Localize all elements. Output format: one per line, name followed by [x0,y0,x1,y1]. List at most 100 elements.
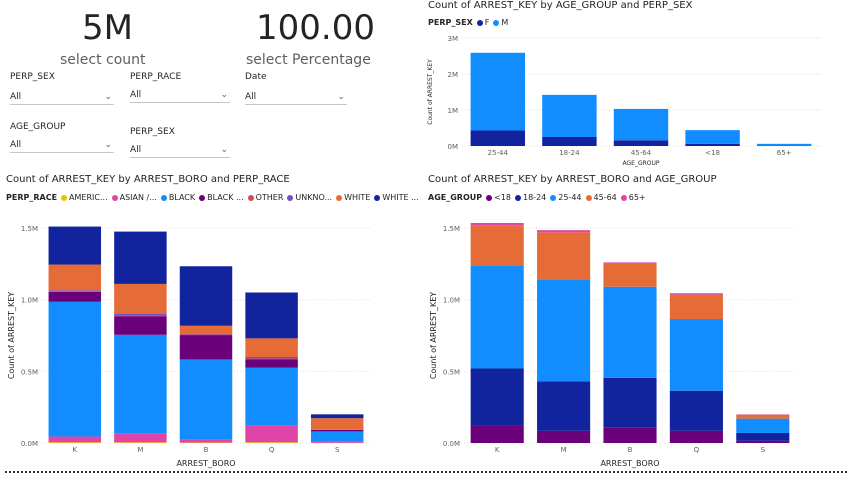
bar-segment[interactable] [48,291,102,292]
bar-segment[interactable] [310,414,364,419]
slicer-date[interactable]: Date All ⌄ [245,72,347,105]
bar-segment[interactable] [537,279,591,382]
bar-segment[interactable] [48,301,102,437]
slicer-value: All [245,92,257,102]
legend-item[interactable]: M [501,18,509,27]
bar-segment[interactable] [542,137,597,146]
legend-item[interactable]: BLACK ... [207,193,244,202]
bar-segment[interactable] [470,368,524,426]
legend-item[interactable]: OTHER [255,193,284,202]
bar-segment[interactable] [603,262,657,264]
bar-segment[interactable] [48,264,102,291]
legend-item[interactable]: 65+ [628,193,646,202]
boro-race-bar-chart[interactable]: 0.0M 0.5M 1.0M 1.5M K M B Q S ARREST_BORO Count of… [0,210,420,472]
bar-segment[interactable] [310,429,364,432]
bar-segment[interactable] [310,441,364,443]
legend-item[interactable]: 25-44 [558,193,582,202]
bar-segment[interactable] [48,290,102,292]
bar-segment[interactable] [669,293,723,295]
bar-segment[interactable] [603,263,657,287]
bar-segment[interactable] [245,338,298,357]
bar-segment[interactable] [114,334,167,434]
bar-segment[interactable] [470,225,524,266]
slicer-dropdown[interactable]: All ⌄ [10,138,114,153]
slicer-dropdown[interactable]: All ⌄ [10,90,114,105]
bar-segment[interactable] [736,418,790,433]
bar-segment[interactable] [685,143,740,146]
slicer-dropdown[interactable]: All ⌄ [130,143,230,158]
bar-segment[interactable] [537,381,591,431]
bar-segment[interactable] [245,358,298,360]
legend-item[interactable]: <18 [494,193,511,202]
bar-segment[interactable] [537,430,591,443]
legend-title: AGE_GROUP [428,193,483,202]
slicer-perp-sex[interactable]: PERP_SEX All ⌄ [10,72,114,105]
bar-segment[interactable] [685,130,740,144]
legend-item[interactable]: 45-64 [593,193,617,202]
bar-segment[interactable] [669,390,723,431]
slicer-dropdown[interactable]: All ⌄ [245,90,347,105]
bar-segment[interactable] [613,108,669,141]
bar-segment[interactable] [537,232,591,280]
bar-segment[interactable] [114,433,167,443]
bar-segment[interactable] [613,140,669,146]
slicer-dropdown[interactable]: All ⌄ [130,88,230,103]
bar-segment[interactable] [114,283,167,314]
bar-segment[interactable] [470,52,526,131]
bar-segment[interactable] [179,335,233,360]
bar-segment[interactable] [245,357,298,359]
bar-segment[interactable] [245,292,298,339]
bar-segment[interactable] [542,94,597,137]
bar-segment[interactable] [179,266,233,326]
slicer-perp-race[interactable]: PERP_RACE All ⌄ [130,72,230,103]
bar-segment[interactable] [179,325,233,334]
legend-item[interactable]: 18-24 [523,193,547,202]
bar-segment[interactable] [669,319,723,391]
bar-segment[interactable] [48,436,102,443]
age-sex-bar-chart[interactable]: 0M 1M 2M 3M 25-44 18-24 45-64 <18 65+ AGE_GROUP Co… [420,28,850,173]
legend-item[interactable]: UNKNO... [295,193,333,202]
legend-item[interactable]: WHITE [344,193,371,202]
bar-segment[interactable] [245,367,298,426]
bar-segment[interactable] [603,286,657,378]
legend-item[interactable]: BLACK [168,193,196,202]
bar-segment[interactable] [48,291,102,302]
bar-segment[interactable] [179,333,233,335]
bar-segment[interactable] [114,314,167,316]
bar-segment[interactable] [470,425,524,443]
bar-segment[interactable] [470,222,524,226]
bar-segment[interactable] [245,359,298,368]
boro-age-bar-chart[interactable]: 0.0M 0.5M 1.0M 1.5M K M B Q S ARREST_BORO Count of… [422,210,842,472]
bar-segment[interactable] [114,442,167,443]
bar-segment[interactable] [736,414,790,419]
bar-segment[interactable] [114,315,167,317]
bar-segment[interactable] [310,431,364,442]
slicer-perp-sex-2[interactable]: PERP_SEX All ⌄ [130,127,230,158]
bar-segment[interactable] [736,432,790,441]
bar-segment[interactable] [114,231,167,284]
bar-segment[interactable] [669,294,723,320]
slicer-age-group[interactable]: AGE_GROUP All ⌄ [10,122,114,153]
legend-item[interactable]: F [484,18,490,27]
bar-segment[interactable] [756,143,812,146]
bar-segment[interactable] [179,359,233,440]
bar-segment[interactable] [537,230,591,233]
bar-segment[interactable] [48,442,102,443]
bar-segment[interactable] [603,377,657,428]
legend-item[interactable]: WHITE ... [382,193,419,202]
bar-segment[interactable] [603,427,657,443]
bar-segment[interactable] [470,265,524,369]
bar-segment[interactable] [470,130,526,146]
legend-item[interactable]: ASIAN /... [119,193,157,202]
bar-segment[interactable] [48,226,102,265]
bar-segment[interactable] [245,425,298,443]
bar-segment[interactable] [310,418,364,430]
bar-segment[interactable] [669,430,723,443]
bar-segment[interactable] [736,440,790,443]
legend-item[interactable]: AMERIC... [69,193,108,202]
bar-segment[interactable] [179,439,233,443]
bar-segment[interactable] [245,442,298,443]
bar-segment[interactable] [179,334,233,336]
slicer-label: PERP_RACE [130,72,182,82]
bar-segment[interactable] [114,316,167,335]
